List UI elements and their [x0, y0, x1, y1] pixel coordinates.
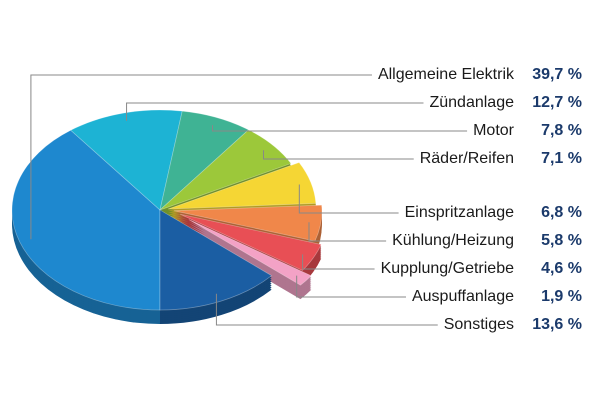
value-label: 1,9 %: [541, 288, 582, 305]
leader-line: [126, 102, 424, 121]
legend-label: Kühlung/Heizung: [392, 232, 514, 249]
leader-line: [263, 150, 414, 160]
slice: [159, 129, 292, 211]
legend-label: Kupplung/Getriebe: [381, 260, 515, 277]
value-label: 7,8 %: [541, 122, 582, 139]
slice: [159, 110, 250, 212]
leader-line: [30, 74, 372, 240]
value-label: 39,7 %: [532, 66, 582, 83]
leader-line: [298, 184, 399, 214]
slice: [70, 109, 183, 211]
slice: [167, 162, 317, 210]
slice: [159, 209, 273, 311]
leader-line: [302, 254, 375, 270]
value-label: 4,6 %: [541, 260, 582, 277]
legend-label: Sonstiges: [444, 316, 514, 333]
leader-line: [308, 222, 387, 242]
value-label: 6,8 %: [541, 204, 582, 221]
legend-label: Räder/Reifen: [420, 150, 514, 167]
legend-label: Auspuffanlage: [412, 288, 514, 305]
leader-line: [215, 293, 438, 326]
legend-label: Einspritzanlage: [405, 204, 515, 221]
slice: [11, 129, 161, 311]
value-label: 13,6 %: [532, 316, 582, 333]
slice: [180, 213, 322, 271]
pie-top: [11, 109, 323, 311]
legend-label: Allgemeine Elektrik: [378, 66, 515, 83]
legend-label: Motor: [473, 122, 515, 139]
value-label: 12,7 %: [532, 94, 582, 111]
legend-label: Zündanlage: [429, 94, 514, 111]
leader-line: [212, 125, 468, 132]
value-label: 7,1 %: [541, 150, 582, 167]
leader-line: [296, 275, 406, 298]
value-label: 5,8 %: [541, 232, 582, 249]
slice: [188, 219, 312, 286]
